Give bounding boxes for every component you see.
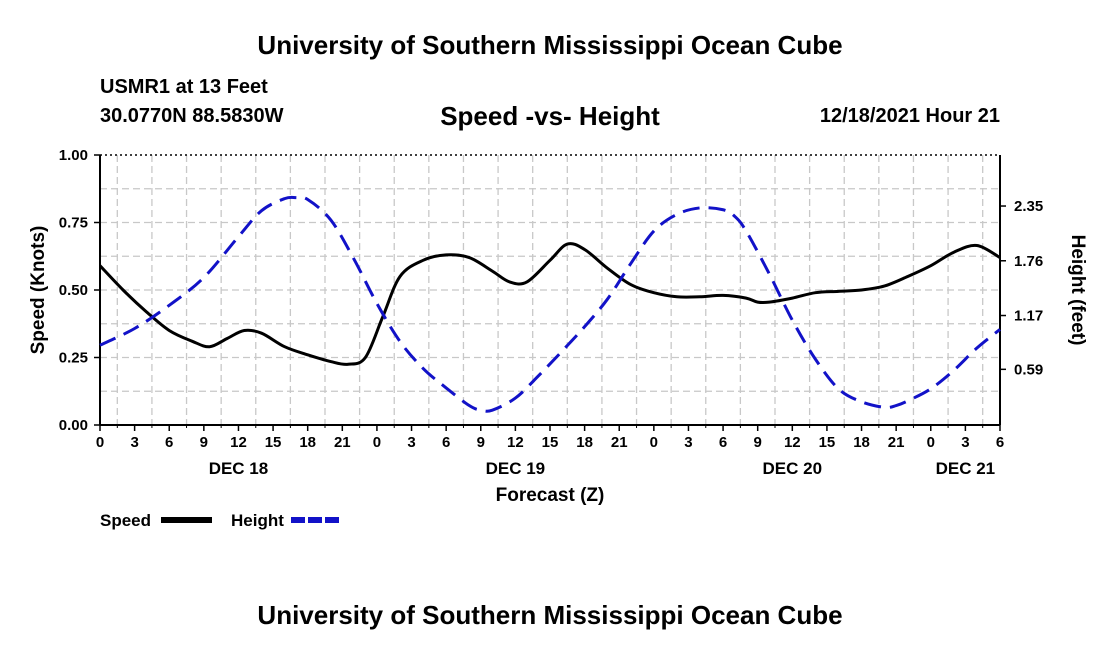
x-tick-label: 21 <box>888 434 905 451</box>
x-tick-label: 0 <box>96 434 104 451</box>
x-tick-label: 9 <box>200 434 208 451</box>
x-tick-label: 0 <box>927 434 935 451</box>
x-tick-label: 21 <box>611 434 628 451</box>
y-tick-label: 0.50 <box>59 282 88 299</box>
y-tick-label: 0.75 <box>59 215 88 232</box>
x-tick-label: 0 <box>373 434 381 451</box>
y-tick-label: 0.25 <box>59 350 88 367</box>
y2-tick-label: 2.35 <box>1014 198 1043 215</box>
y2-tick-label: 0.59 <box>1014 361 1043 378</box>
forecast-date: 12/18/2021 Hour 21 <box>819 105 1000 127</box>
x-tick-label: 18 <box>576 434 593 451</box>
y2-tick-label: 1.17 <box>1014 308 1043 325</box>
day-label: DEC 18 <box>209 459 269 478</box>
x-axis-title: Forecast (Z) <box>496 485 605 506</box>
y-axis-title: Speed (Knots) <box>28 226 49 355</box>
x-tick-label: 15 <box>265 434 282 451</box>
day-label: DEC 19 <box>486 459 546 478</box>
legend-label-height: Height <box>231 511 284 530</box>
x-tick-label: 15 <box>542 434 559 451</box>
x-tick-label: 12 <box>507 434 524 451</box>
x-tick-label: 0 <box>650 434 658 451</box>
x-tick-label: 6 <box>719 434 727 451</box>
series-line-height <box>99 195 1001 413</box>
y-tick-label: 0.00 <box>59 417 88 434</box>
series-line-speed <box>98 242 1001 366</box>
coordinates-label: 30.0770N 88.5830W <box>100 105 284 127</box>
x-tick-label: 18 <box>299 434 316 451</box>
x-tick-label: 6 <box>996 434 1004 451</box>
x-tick-label: 3 <box>961 434 969 451</box>
x-tick-label: 12 <box>230 434 247 451</box>
page-title: University of Southern Mississippi Ocean… <box>257 30 843 60</box>
station-label: USMR1 at 13 Feet <box>100 76 268 98</box>
x-tick-label: 3 <box>130 434 138 451</box>
x-tick-label: 6 <box>442 434 450 451</box>
x-tick-label: 6 <box>165 434 173 451</box>
x-tick-label: 21 <box>334 434 351 451</box>
x-tick-label: 18 <box>853 434 870 451</box>
y2-axis-title: Height (feet) <box>1067 235 1088 346</box>
chart-title: Speed -vs- Height <box>440 101 660 131</box>
x-tick-label: 9 <box>477 434 485 451</box>
x-tick-label: 15 <box>819 434 836 451</box>
x-tick-label: 3 <box>407 434 415 451</box>
x-tick-label: 9 <box>754 434 762 451</box>
footer-title: University of Southern Mississippi Ocean… <box>257 600 843 630</box>
y2-tick-label: 1.76 <box>1014 253 1043 270</box>
y-tick-label: 1.00 <box>59 147 88 164</box>
day-label: DEC 20 <box>763 459 823 478</box>
x-tick-label: 12 <box>784 434 801 451</box>
day-label: DEC 21 <box>936 459 996 478</box>
legend-label-speed: Speed <box>100 511 151 530</box>
x-tick-label: 3 <box>684 434 692 451</box>
